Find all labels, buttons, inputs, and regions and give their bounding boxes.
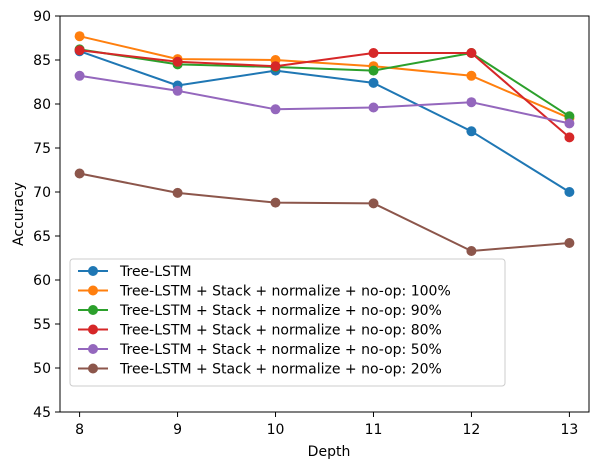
legend-marker (88, 344, 98, 354)
data-point (466, 246, 477, 256)
y-tick-label: 80 (33, 97, 51, 113)
data-point (172, 85, 183, 96)
x-axis-ticks: 8 9 10 11 12 13 (75, 412, 578, 438)
x-tick-label: 10 (267, 422, 285, 438)
y-tick-label: 50 (33, 361, 51, 377)
legend-entry-label: Tree-LSTM + Stack + normalize + no-op: 8… (119, 323, 442, 339)
y-tick-label: 45 (33, 405, 51, 421)
data-point (270, 61, 281, 72)
y-tick-label: 55 (33, 317, 51, 333)
x-tick-label: 11 (365, 422, 383, 438)
legend-marker (88, 305, 98, 315)
plot-area (59, 15, 590, 413)
y-axis-ticks: 45 50 55 60 65 70 75 80 85 90 (33, 9, 60, 421)
data-point (368, 77, 379, 88)
legend-marker (88, 266, 98, 276)
data-point (270, 104, 281, 115)
legend-entry-label: Tree-LSTM (119, 264, 192, 280)
data-point (564, 187, 575, 197)
series-line-1 (79, 35, 570, 120)
x-axis-label: Depth (308, 444, 351, 459)
data-point (74, 31, 85, 42)
data-point (74, 168, 85, 179)
plot-frame (59, 15, 590, 413)
legend-entry-label: Tree-LSTM + Stack + normalize + no-op: 1… (119, 284, 451, 300)
series-line-5 (79, 172, 570, 252)
legend-entry-label: Tree-LSTM + Stack + normalize + no-op: 9… (119, 303, 442, 319)
series-line-3 (79, 49, 571, 139)
legend-marker (88, 363, 98, 374)
data-point (172, 187, 183, 198)
y-tick-label: 60 (33, 273, 51, 289)
data-point (564, 118, 575, 129)
data-point (368, 198, 379, 209)
x-tick-label: 8 (75, 422, 84, 438)
y-tick-label: 90 (33, 9, 51, 25)
legend-marker (88, 324, 98, 335)
data-point (368, 102, 379, 113)
data-point (466, 126, 477, 137)
y-tick-label: 85 (33, 53, 51, 69)
y-tick-label: 65 (33, 229, 51, 245)
legend-box (69, 258, 506, 387)
legend: Tree-LSTM Tree-LSTM + Stack + normalize +… (69, 258, 506, 387)
legend-entry-label: Tree-LSTM + Stack + normalize + no-op: 5… (119, 342, 442, 358)
data-point (564, 111, 575, 122)
data-point (564, 238, 575, 248)
x-tick-label: 9 (173, 422, 182, 438)
y-axis-label: Accuracy (11, 182, 27, 246)
series-line-4 (79, 74, 570, 125)
x-tick-label: 13 (560, 422, 578, 438)
data-point (368, 48, 379, 58)
data-point (74, 70, 85, 81)
data-point (466, 48, 477, 58)
data-point (466, 70, 477, 81)
series-line-2 (79, 48, 570, 118)
y-tick-label: 75 (33, 141, 51, 157)
legend-entry-label: Tree-LSTM + Stack + normalize + no-op: 2… (119, 362, 442, 378)
data-point (466, 97, 477, 108)
data-point (368, 65, 379, 76)
data-point (172, 56, 183, 67)
legend-marker (88, 285, 98, 296)
data-point (74, 45, 85, 56)
data-point (270, 197, 281, 208)
data-point (564, 132, 575, 143)
y-tick-label: 70 (33, 185, 51, 201)
x-tick-label: 12 (463, 422, 481, 438)
series-line-0 (79, 50, 570, 193)
